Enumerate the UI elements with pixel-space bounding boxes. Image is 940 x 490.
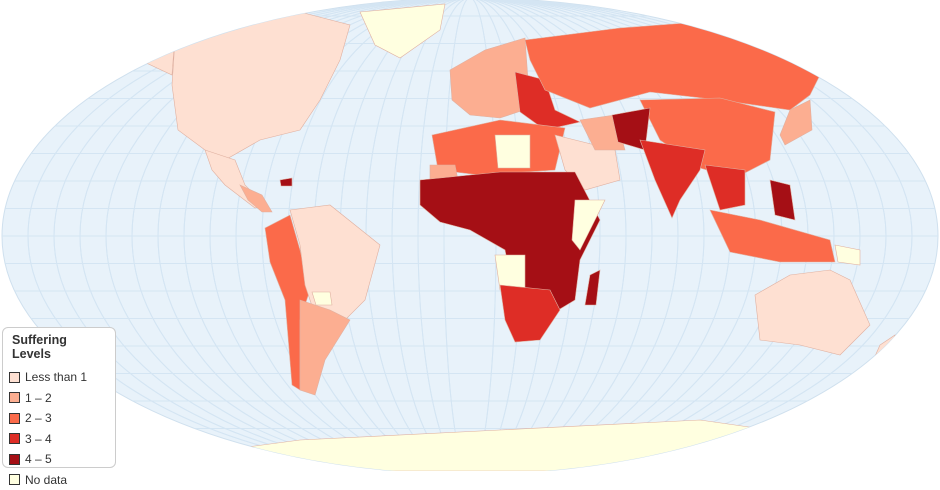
legend-label: 4 – 5 xyxy=(25,452,52,466)
region-alaska-east[interactable] xyxy=(118,36,142,50)
legend-item[interactable]: Less than 1 xyxy=(9,367,109,388)
legend: Suffering Levels Less than 1 1 – 2 2 – 3 3 … xyxy=(2,327,116,468)
legend-swatch xyxy=(9,413,20,424)
legend-label: 3 – 4 xyxy=(25,432,52,446)
legend-label: Less than 1 xyxy=(25,370,87,384)
legend-label: No data xyxy=(25,473,67,487)
region-angola[interactable] xyxy=(495,255,525,290)
world-map xyxy=(0,0,940,471)
legend-swatch xyxy=(9,392,20,403)
legend-label: 1 – 2 xyxy=(25,391,52,405)
legend-item[interactable]: 3 – 4 xyxy=(9,429,109,450)
region-libya[interactable] xyxy=(495,135,530,168)
legend-title: Suffering Levels xyxy=(12,333,109,361)
legend-swatch xyxy=(9,372,20,383)
legend-item[interactable]: 2 – 3 xyxy=(9,408,109,429)
legend-label: 2 – 3 xyxy=(25,411,52,425)
legend-swatch xyxy=(9,433,20,444)
legend-swatch xyxy=(9,454,20,465)
legend-item[interactable]: No data xyxy=(9,470,109,490)
legend-item[interactable]: 1 – 2 xyxy=(9,388,109,409)
legend-swatch xyxy=(9,474,20,485)
legend-item[interactable]: 4 – 5 xyxy=(9,449,109,470)
